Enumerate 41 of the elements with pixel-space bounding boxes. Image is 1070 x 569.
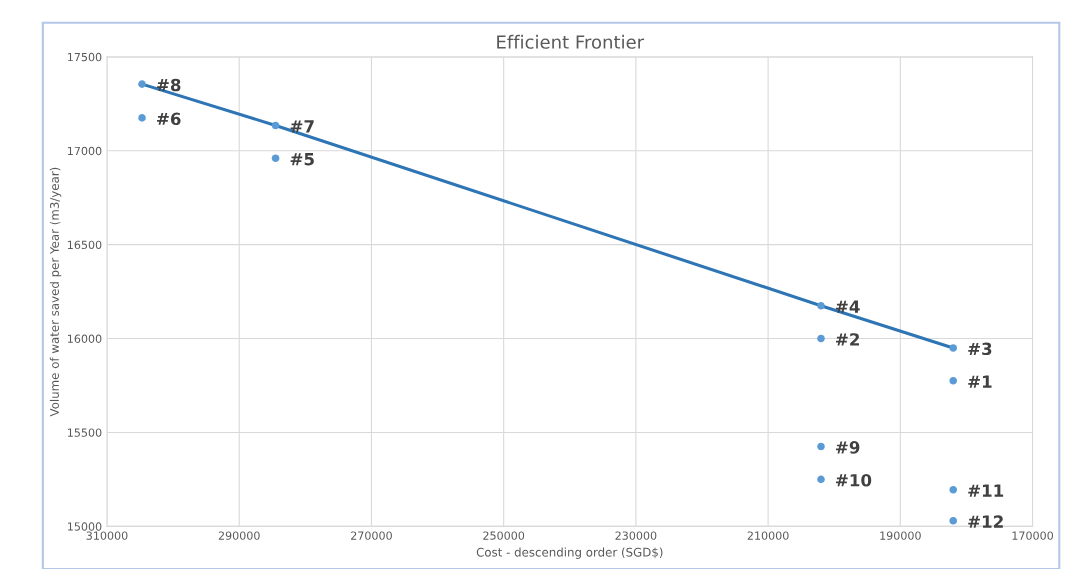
x-tick-label: 170000 (1012, 531, 1054, 540)
annotation: #12 (968, 515, 1003, 528)
y-tick-label: 17000 (68, 146, 102, 156)
annotation: #1 (968, 375, 992, 388)
x-tick-label: 250000 (483, 531, 525, 540)
y-tick-label: 15000 (68, 522, 102, 531)
annotation: #5 (290, 153, 314, 166)
point (817, 301, 825, 310)
annotation: #10 (836, 473, 872, 487)
x-tick-label: 310000 (86, 531, 128, 540)
point (817, 334, 825, 343)
y-tick-label: 15500 (68, 428, 102, 437)
x-tick-label: 230000 (615, 531, 657, 540)
x-tick-label: 210000 (747, 531, 789, 540)
annotation: #2 (836, 333, 859, 346)
annotation: #4 (836, 300, 860, 313)
annotation: #8 (157, 78, 181, 92)
point (949, 377, 958, 385)
annotation: #9 (836, 441, 860, 454)
point (817, 475, 825, 484)
annotation: #11 (968, 484, 1004, 497)
annotation: #7 (290, 120, 314, 133)
point (949, 516, 958, 525)
y-tick-label: 16000 (68, 334, 102, 343)
point (271, 154, 280, 163)
point (949, 344, 958, 352)
y-tick-label: 17500 (68, 52, 102, 62)
chart-title: Efficient Frontier (497, 34, 645, 49)
x-tick-label: 290000 (218, 531, 260, 540)
annotation: #3 (968, 342, 992, 356)
point (138, 80, 146, 88)
x-axis-title: Cost - descending order (SGD$) (476, 547, 663, 559)
y-tick-label: 16500 (68, 240, 102, 250)
point (138, 114, 146, 122)
y-axis-title: Volume of water saved per Year (m3/year) (49, 167, 62, 417)
x-tick-label: 270000 (351, 531, 392, 540)
point (271, 121, 280, 130)
x-tick-label: 190000 (880, 531, 921, 540)
point (817, 442, 825, 451)
annotation: #6 (157, 112, 181, 126)
point (949, 485, 958, 494)
